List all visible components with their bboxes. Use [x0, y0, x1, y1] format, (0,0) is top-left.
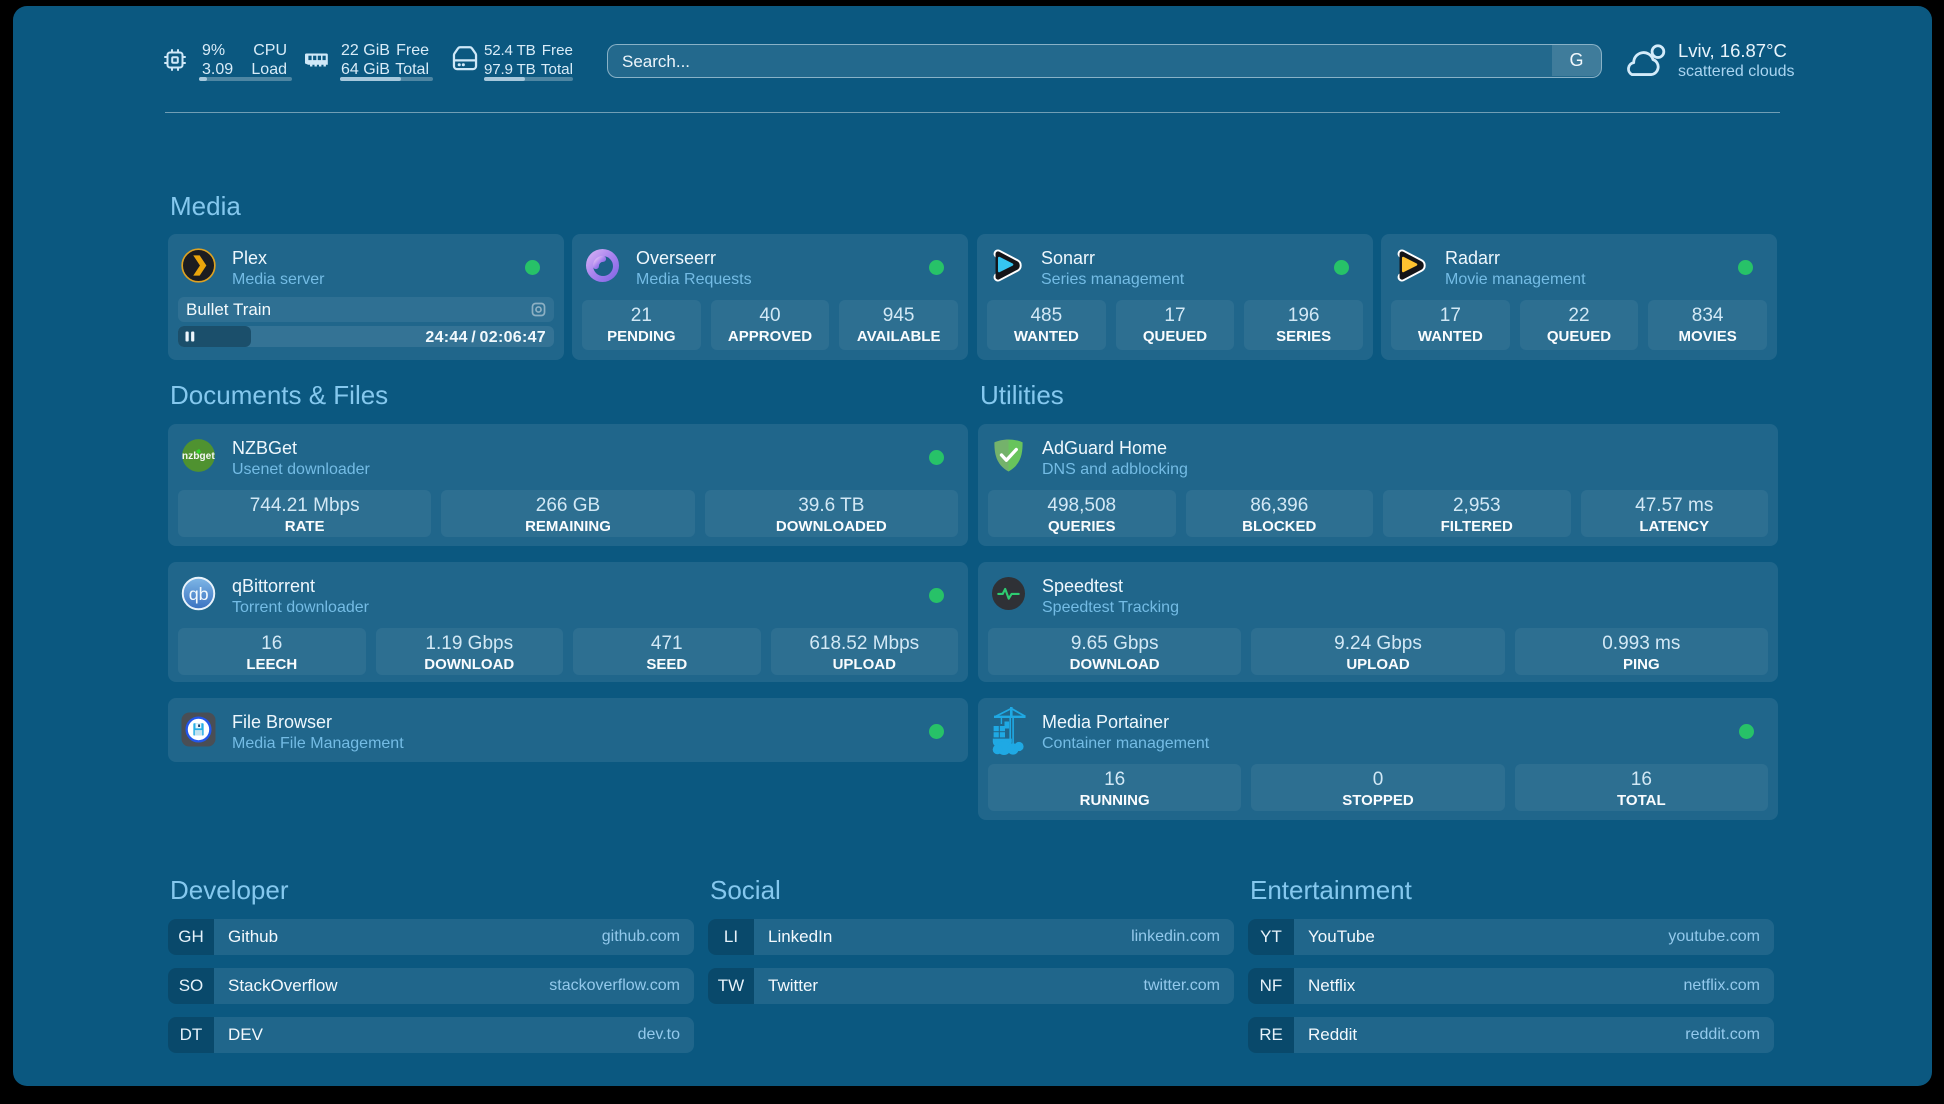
svg-text:qb: qb: [189, 584, 209, 604]
svg-text:nzbget: nzbget: [182, 451, 215, 462]
